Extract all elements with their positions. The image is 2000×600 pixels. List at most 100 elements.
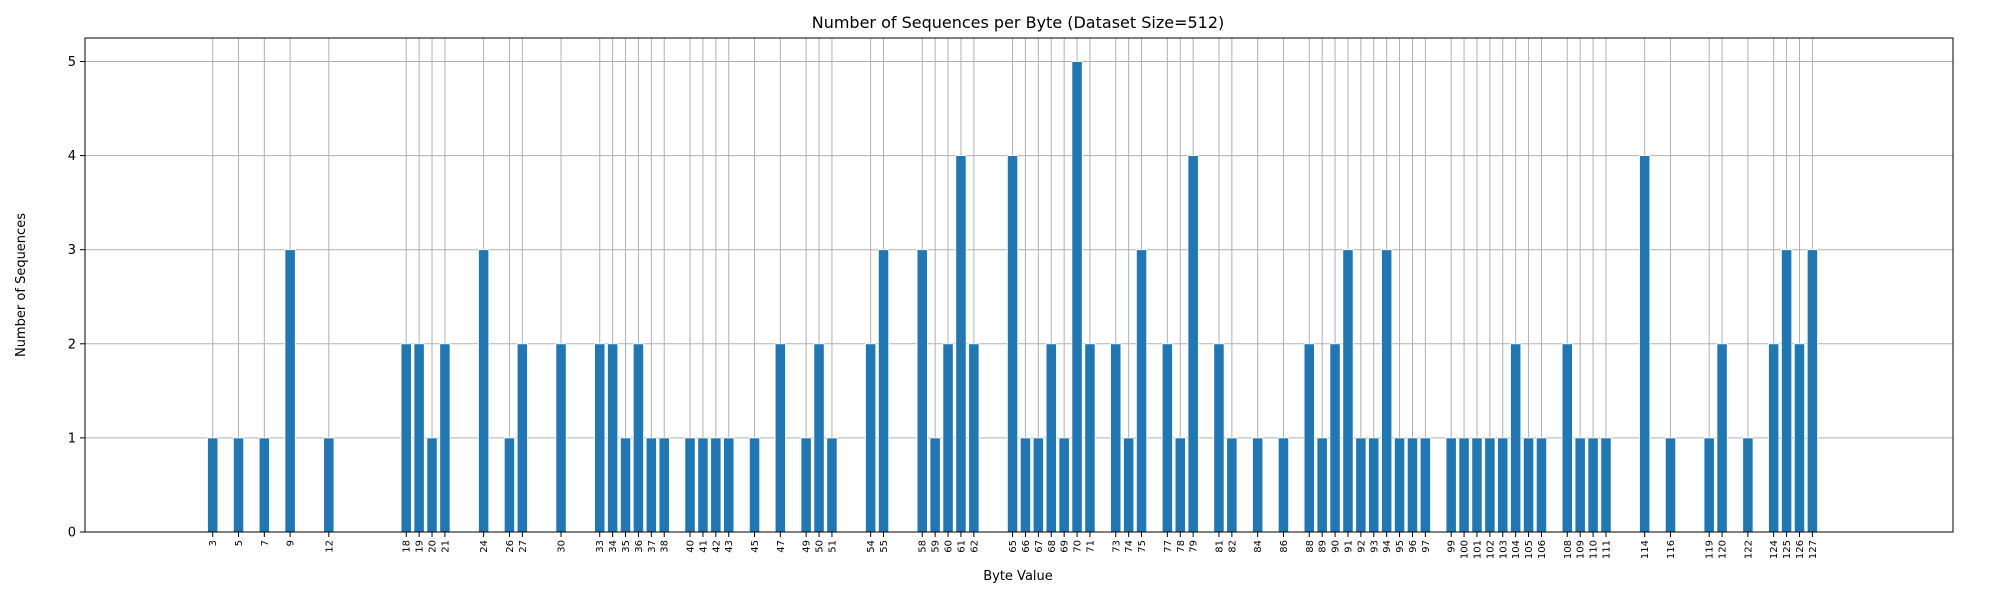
x-tick-label: 3 [208, 540, 219, 546]
bar-19 [413, 343, 425, 533]
x-tick-label: 84 [1253, 540, 1264, 553]
bar-67 [1032, 437, 1044, 533]
x-tick-label: 73 [1111, 540, 1122, 553]
x-tick-label: 50 [815, 540, 826, 553]
bar-86 [1277, 437, 1290, 533]
x-tick-label: 124 [1769, 540, 1780, 559]
bar-94 [1381, 249, 1393, 533]
bar-27 [516, 343, 528, 533]
x-tick-label: 125 [1782, 540, 1793, 559]
bar-26 [503, 437, 515, 533]
bar-55 [877, 249, 890, 533]
bar-114 [1639, 155, 1651, 533]
bar-91 [1342, 249, 1354, 533]
bar-95 [1394, 437, 1406, 533]
x-tick-label: 41 [698, 540, 709, 553]
x-tick-label: 111 [1601, 540, 1612, 559]
bar-47 [774, 343, 786, 533]
bar-24 [478, 249, 490, 533]
bar-116 [1664, 437, 1677, 533]
x-tick-label: 106 [1537, 540, 1548, 559]
bar-90 [1329, 343, 1341, 533]
bar-69 [1058, 437, 1070, 533]
bar-126 [1793, 343, 1806, 533]
bar-36 [632, 343, 644, 533]
x-tick-label: 67 [1034, 540, 1045, 553]
bar-84 [1252, 437, 1264, 533]
bar-120 [1716, 343, 1728, 533]
x-tick-label: 58 [918, 540, 929, 553]
bar-74 [1123, 437, 1135, 533]
x-tick-label: 40 [686, 540, 697, 553]
bar-41 [697, 437, 709, 533]
bar-58 [916, 249, 928, 533]
x-tick-label: 35 [621, 540, 632, 553]
x-tick-label: 47 [776, 540, 787, 553]
bar-33 [594, 343, 606, 533]
x-tick-label: 77 [1163, 540, 1174, 553]
x-tick-label: 81 [1214, 540, 1225, 553]
bar-88 [1303, 343, 1315, 533]
bar-119 [1703, 437, 1715, 533]
bar-51 [826, 437, 838, 533]
x-tick-label: 61 [956, 540, 967, 553]
bar-42 [710, 437, 722, 533]
bar-79 [1187, 155, 1199, 533]
x-tick-label: 114 [1640, 540, 1651, 559]
bar-3 [207, 437, 219, 533]
bar-61 [955, 155, 967, 533]
bar-105 [1523, 437, 1535, 533]
x-tick-label: 62 [969, 540, 980, 553]
x-tick-label: 7 [260, 540, 271, 546]
x-tick-label: 101 [1472, 540, 1483, 559]
x-tick-label: 89 [1318, 540, 1329, 553]
x-tick-label: 66 [1021, 540, 1032, 553]
x-tick-label: 82 [1227, 540, 1238, 553]
bar-38 [658, 437, 670, 533]
bar-68 [1045, 343, 1057, 533]
x-tick-label: 34 [608, 540, 619, 553]
bar-49 [800, 437, 812, 533]
x-tick-label: 18 [402, 540, 413, 553]
x-tick-label: 43 [724, 540, 735, 553]
bar-78 [1174, 437, 1186, 533]
x-tick-label: 108 [1563, 540, 1574, 559]
x-tick-label: 60 [944, 540, 955, 553]
x-tick-label: 97 [1421, 540, 1432, 553]
bar-65 [1006, 155, 1019, 533]
bar-111 [1600, 437, 1612, 533]
y-tick-label: 4 [68, 149, 76, 164]
x-tick-label: 90 [1331, 540, 1342, 553]
x-tick-label: 126 [1795, 540, 1806, 559]
x-tick-label: 86 [1279, 540, 1290, 553]
x-tick-label: 75 [1137, 540, 1148, 553]
x-tick-label: 12 [324, 540, 335, 553]
x-tick-label: 91 [1343, 540, 1354, 553]
bar-104 [1510, 343, 1522, 533]
x-tick-label: 42 [711, 540, 722, 553]
x-tick-label: 21 [440, 540, 451, 553]
bar-97 [1419, 437, 1431, 533]
bar-9 [284, 249, 296, 533]
x-tick-label: 24 [479, 540, 490, 553]
bar-100 [1458, 437, 1470, 533]
x-tick-label: 26 [505, 540, 516, 553]
x-tick-label: 70 [1073, 540, 1084, 553]
bar-82 [1226, 437, 1238, 533]
bar-96 [1406, 437, 1419, 533]
x-tick-label: 122 [1743, 540, 1754, 559]
x-tick-label: 49 [802, 540, 813, 553]
bar-60 [942, 343, 954, 533]
x-tick-label: 88 [1305, 540, 1316, 553]
x-tick-label: 95 [1395, 540, 1406, 553]
x-tick-label: 74 [1124, 540, 1135, 553]
bar-92 [1355, 437, 1367, 533]
bar-125 [1781, 249, 1793, 533]
y-tick-label: 2 [68, 337, 76, 352]
x-tick-label: 104 [1511, 540, 1522, 559]
bar-30 [555, 343, 567, 533]
bar-127 [1806, 249, 1818, 533]
x-tick-label: 92 [1356, 540, 1367, 553]
bar-122 [1742, 437, 1754, 533]
